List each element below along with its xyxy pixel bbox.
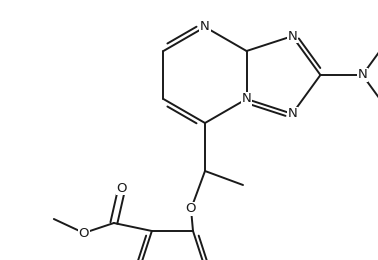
- Text: N: N: [287, 107, 297, 120]
- Text: N: N: [358, 68, 367, 81]
- Text: N: N: [242, 93, 251, 106]
- Text: N: N: [287, 30, 297, 43]
- Text: O: O: [186, 203, 196, 216]
- Text: O: O: [79, 226, 89, 239]
- Text: N: N: [200, 21, 210, 34]
- Text: O: O: [186, 203, 196, 216]
- Text: O: O: [116, 181, 127, 194]
